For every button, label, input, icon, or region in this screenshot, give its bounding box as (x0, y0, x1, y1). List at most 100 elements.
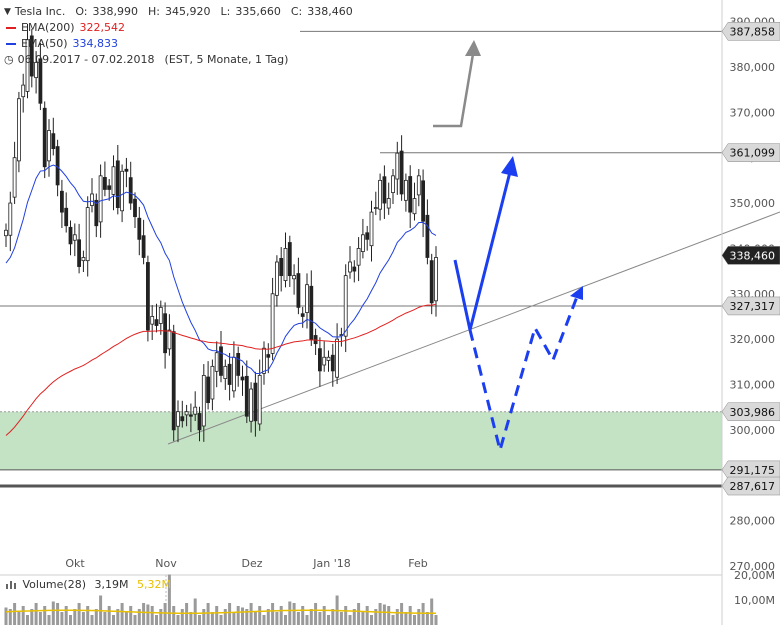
candle-body (201, 375, 206, 427)
candle-body (8, 202, 13, 236)
candle-body (16, 98, 21, 162)
volume-bar (112, 615, 115, 625)
candle-body (120, 170, 124, 212)
candle-body (107, 185, 112, 190)
candle (21, 73, 26, 113)
candle (326, 350, 331, 372)
volume-bar (215, 606, 219, 625)
candle-body (128, 177, 133, 204)
candle (266, 343, 271, 374)
candle-body (81, 257, 86, 262)
candle (158, 300, 163, 335)
volume-bar (279, 606, 283, 625)
volume-bar (391, 615, 395, 625)
candle-body (369, 211, 374, 247)
candle (227, 352, 232, 401)
candle (382, 165, 387, 219)
candle-body (425, 214, 430, 258)
volume-bar (86, 606, 90, 625)
low-value: 335,660 (235, 5, 281, 18)
candles (4, 23, 438, 443)
volume-bar (404, 612, 408, 625)
volume-bar (249, 603, 253, 625)
ema200-label: EMA(200) (21, 21, 75, 34)
candle-body (395, 152, 400, 180)
volume-bars-icon (6, 579, 16, 592)
volume-bar (193, 598, 197, 625)
x-tick-label: Jan '18 (312, 557, 350, 570)
volume-bar (142, 603, 146, 625)
candle (193, 391, 198, 422)
candle-body (154, 319, 159, 326)
candle-body (373, 207, 378, 209)
candle (115, 144, 120, 215)
chevron-down-icon[interactable]: ▼ (4, 7, 11, 17)
volume-value: 3,19M (94, 578, 129, 591)
volume-bar (339, 612, 343, 625)
candle-body (64, 207, 69, 227)
candle-body (4, 229, 8, 237)
ema200-legend[interactable]: EMA(200) 322,542 (4, 20, 353, 36)
ema50-swatch (6, 43, 16, 45)
candle (223, 359, 228, 390)
volume-bar (56, 603, 60, 625)
volume-bar (232, 612, 236, 625)
volume-bar (228, 603, 232, 625)
volume-bar (258, 606, 262, 625)
volume-bar (352, 609, 356, 625)
candle-body (416, 175, 421, 196)
candle-body (266, 354, 271, 358)
candle (55, 139, 60, 197)
volume-bar (374, 609, 378, 625)
candle-body (51, 133, 56, 150)
candle (270, 277, 275, 361)
volume-bar (8, 609, 12, 625)
candle-body (124, 168, 129, 172)
volume-bar (219, 615, 223, 625)
volume-bar (206, 603, 210, 625)
candle-body (352, 266, 357, 272)
candle (416, 169, 421, 207)
candle (240, 365, 245, 396)
volume-bar (275, 612, 279, 625)
candle-body (227, 363, 232, 385)
volume-bar (322, 606, 326, 625)
volume-bar (223, 609, 227, 625)
volume-label: Volume(28) (22, 578, 87, 591)
volume-bar (271, 603, 275, 625)
candle-body (326, 356, 331, 361)
volume-bar (116, 609, 120, 625)
candle-body (348, 261, 352, 273)
candle-body (223, 365, 228, 379)
candle (283, 232, 288, 288)
volume-bar (357, 603, 361, 625)
candle-body (270, 293, 275, 354)
candle (206, 361, 211, 410)
candle (8, 191, 13, 252)
candle (231, 341, 236, 398)
open-label: O: (75, 5, 88, 18)
candle (421, 169, 426, 238)
candle-body (360, 234, 365, 252)
candle-body (137, 217, 142, 240)
candle-body (77, 239, 81, 267)
price-axis: 270,000280,000290,000300,000310,000320,0… (721, 0, 780, 625)
candle-body (296, 273, 301, 308)
candle-body (399, 150, 404, 195)
volume-bar (4, 607, 8, 625)
candle (133, 192, 137, 228)
candle (253, 371, 258, 437)
ema50-legend[interactable]: EMA(50) 334,833 (4, 36, 353, 52)
candle-body (283, 248, 288, 282)
candle-body (330, 354, 335, 372)
candle (163, 302, 168, 369)
date-range: 06.09.2017 - 07.02.2018 (17, 53, 155, 66)
candle (184, 404, 189, 427)
volume-bar (176, 615, 180, 625)
volume-bar (331, 609, 335, 625)
candle (386, 182, 391, 215)
open-value: 338,990 (92, 5, 139, 18)
candle (249, 382, 254, 433)
candle (360, 218, 365, 259)
